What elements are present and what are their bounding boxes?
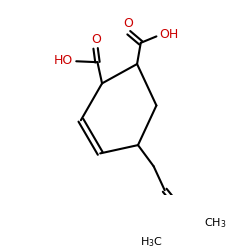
Text: O: O xyxy=(92,32,102,46)
Text: HO: HO xyxy=(54,54,73,67)
Text: OH: OH xyxy=(159,28,178,42)
Text: H$_3$C: H$_3$C xyxy=(140,235,163,249)
Text: CH$_3$: CH$_3$ xyxy=(204,216,227,230)
Text: O: O xyxy=(123,18,133,30)
